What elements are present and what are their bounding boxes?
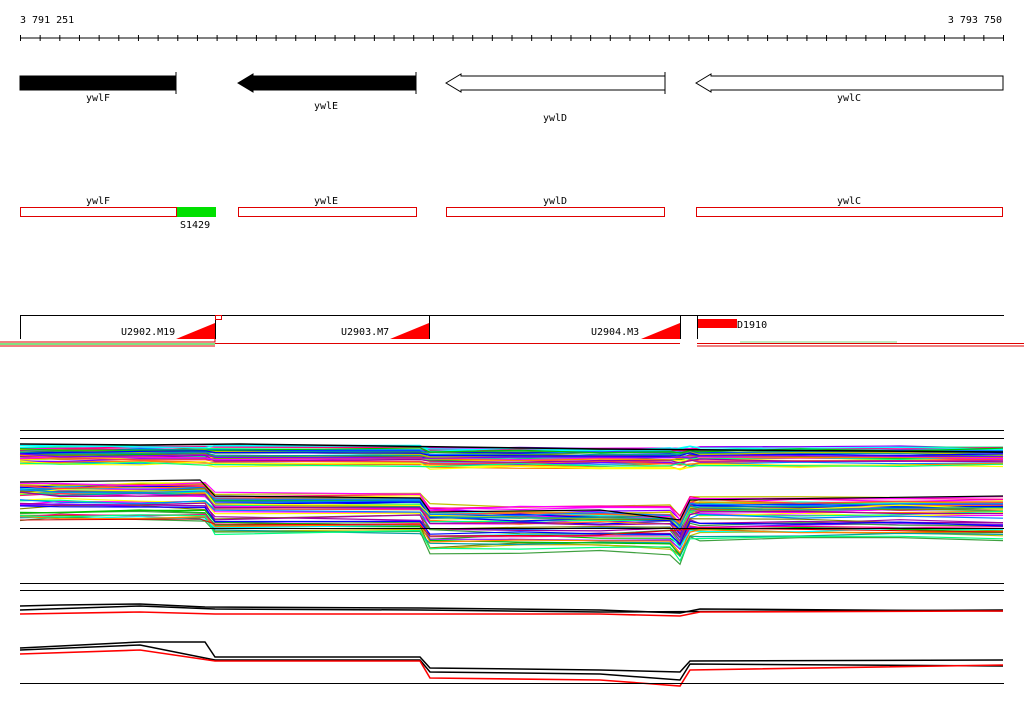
profile-trace-upper — [19, 453, 1004, 459]
green-feature-label: S1429 — [180, 220, 210, 231]
summary-trace-black — [19, 605, 1004, 613]
probe-bar-d1910[interactable] — [698, 319, 737, 328]
summary-trace-red — [19, 610, 1004, 617]
probe-triangle-u2902[interactable] — [176, 323, 215, 339]
gene-arrow-ywlf[interactable] — [19, 75, 177, 91]
profile-trace-lower — [19, 483, 1004, 524]
profile-trace-lower — [19, 481, 1004, 521]
gene-arrow-ywlc[interactable] — [695, 73, 1004, 93]
summary-trace-black — [19, 641, 1004, 673]
gene-label-ywle: ywlE — [314, 101, 338, 112]
gene-label-ywlf: ywlF — [86, 93, 110, 104]
gene-arrow-ywle[interactable] — [237, 73, 417, 93]
profile-trace-lower — [19, 505, 1004, 546]
summary-profiles-panel — [19, 583, 1004, 687]
gene-bar-ywlf[interactable] — [20, 207, 177, 217]
probe-label-u2904: U2904.M3 — [591, 327, 639, 338]
profile-trace-lower-black — [19, 479, 1004, 521]
summary-trace-black — [19, 644, 1004, 681]
gene-bar-label-ywlf: ywlF — [86, 196, 110, 207]
profile-trace-lower — [19, 489, 1004, 529]
summary-traces — [19, 603, 1004, 687]
profile-trace-upper — [19, 457, 1004, 466]
probe-triangle-u2903[interactable] — [390, 323, 429, 339]
profile-trace-upper-black — [19, 443, 1004, 453]
gene-label-ywld: ywlD — [543, 113, 567, 124]
gene-bar-ywle[interactable] — [238, 207, 417, 217]
profile-trace-lower — [19, 515, 1004, 555]
green-feature-box[interactable] — [177, 207, 216, 217]
gene-track[interactable]: ywlF ywlE ywlD ywlC — [19, 72, 1004, 124]
gene-bar-label-ywle: ywlE — [314, 196, 338, 207]
expression-profiles-panel — [19, 430, 1004, 566]
profile-trace-upper — [19, 454, 1004, 464]
probe-label-u2902: U2902.M19 — [121, 327, 175, 338]
summary-trace-black — [19, 603, 1004, 614]
gene-bar-ywlc[interactable] — [696, 207, 1003, 217]
gene-bar-ywld[interactable] — [446, 207, 665, 217]
profile-trace-lower — [19, 516, 1004, 566]
gene-arrow-ywld[interactable] — [445, 73, 666, 93]
summary-trace-red — [19, 649, 1004, 687]
profile-trace-lower — [19, 491, 1004, 526]
profile-trace-upper — [19, 450, 1004, 457]
gene-bar-track[interactable]: ywlF S1429 ywlE ywlD ywlC — [20, 196, 1003, 231]
profile-trace-lower — [19, 491, 1004, 539]
profile-trace-lower — [19, 514, 1004, 562]
probe-track[interactable]: U2902.M19 U2903.M7 U2904.M3 D1910 — [0, 315, 1024, 347]
gene-bar-label-ywlc: ywlC — [837, 196, 861, 207]
ruler-ticks — [20, 35, 1004, 41]
profile-trace-upper — [19, 458, 1004, 466]
coord-end-label: 3 793 750 — [948, 15, 1002, 26]
probe-small-box[interactable] — [215, 315, 222, 320]
probe-bottom-line-left — [0, 339, 216, 343]
coordinate-ruler: 3 791 251 3 793 750 — [20, 15, 1004, 41]
profile-trace-upper — [19, 461, 1004, 468]
coord-start-label: 3 791 251 — [20, 15, 74, 26]
gene-label-ywlc: ywlC — [837, 93, 861, 104]
profile-trace-upper — [19, 444, 1004, 453]
profile-traces — [19, 443, 1004, 566]
probe-label-u2903: U2903.M7 — [341, 327, 389, 338]
gene-bar-label-ywld: ywlD — [543, 196, 567, 207]
probe-triangle-u2904[interactable] — [641, 323, 680, 339]
probe-label-d1910: D1910 — [737, 320, 767, 331]
